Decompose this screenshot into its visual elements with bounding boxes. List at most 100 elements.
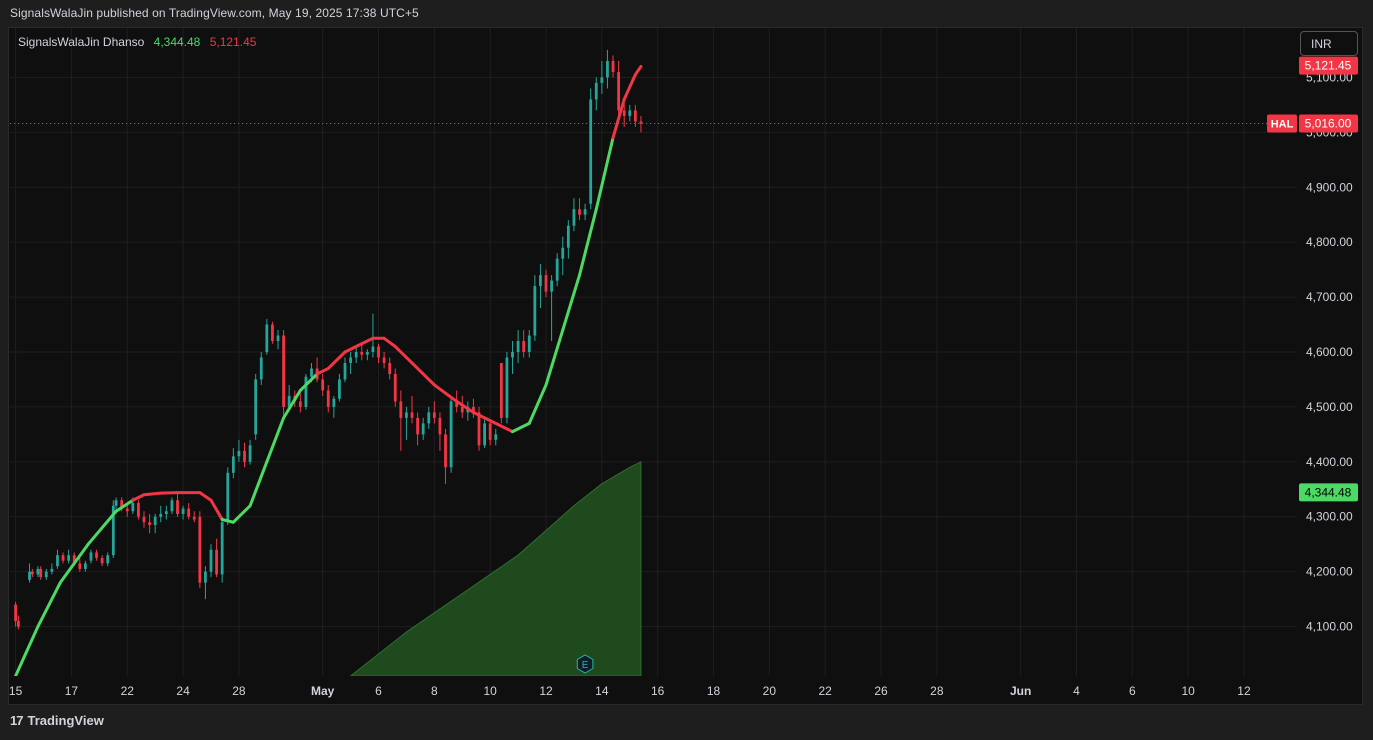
candle-body — [28, 571, 31, 580]
ma-line-segment — [36, 581, 62, 629]
ma-line-segment — [393, 345, 414, 365]
candle-body — [14, 604, 17, 622]
volume-area — [349, 461, 642, 676]
candle-body — [544, 275, 548, 292]
candle-body — [137, 503, 140, 517]
candle-body — [594, 82, 598, 100]
candle-body — [405, 412, 408, 418]
ma-line-segment — [298, 372, 319, 392]
ma-line-segment — [382, 336, 397, 349]
candle-body — [539, 275, 542, 287]
y-tick-label: 4,400.00 — [1306, 455, 1353, 469]
y-tick-label: 4,300.00 — [1306, 510, 1353, 524]
ma-line-segment — [527, 383, 548, 425]
candle-body — [30, 571, 34, 575]
ma-line-segment — [611, 97, 626, 140]
ma-line-segment — [220, 517, 235, 524]
candle-body — [259, 357, 263, 380]
x-tick-label: 18 — [707, 684, 721, 698]
lower-band-price-label-bg — [1299, 483, 1358, 502]
candle-body — [617, 71, 620, 111]
candle-body — [427, 412, 431, 424]
ma-line-segment — [471, 410, 498, 425]
ma-line-segment — [142, 491, 163, 497]
candle-body — [148, 522, 151, 525]
candle-body — [192, 516, 196, 520]
x-tick-label: 17 — [65, 684, 79, 698]
indicator-legend[interactable]: SignalsWalaJin Dhanso 4,344.48 5,121.45 — [18, 35, 256, 49]
lower-band-price-label: 4,344.48 — [1305, 485, 1352, 499]
candle-body — [67, 555, 71, 561]
ma-line-segment — [282, 388, 302, 420]
candle-body — [16, 621, 20, 627]
candle-body — [421, 423, 425, 435]
currency-selector[interactable]: INR — [1300, 31, 1358, 56]
candle-body — [360, 352, 364, 355]
ma-line-segment — [114, 498, 135, 513]
ma-line-segment — [360, 336, 375, 346]
x-tick-label: 26 — [874, 684, 888, 698]
candle-body — [527, 335, 531, 352]
candle-body — [265, 324, 269, 352]
x-tick-label: May — [311, 684, 335, 698]
x-tick-label: 10 — [484, 684, 498, 698]
ma-line-segment — [265, 416, 286, 464]
candle-body — [555, 258, 559, 281]
candle-body — [142, 516, 146, 523]
ma-line-segment — [343, 342, 364, 354]
symbol-badge: HAL — [1271, 119, 1294, 131]
x-tick-label: 14 — [595, 684, 609, 698]
candle-body — [600, 77, 604, 83]
candle-body — [310, 368, 313, 377]
candle-body — [460, 406, 464, 413]
ma-line-segment — [131, 493, 146, 502]
candle-body — [120, 500, 124, 509]
candle-body — [176, 500, 179, 514]
candle-body — [444, 434, 447, 468]
candle-body — [633, 110, 637, 122]
x-tick-label: 6 — [1129, 684, 1136, 698]
chart-frame[interactable] — [8, 27, 1363, 705]
candle-body — [511, 352, 514, 358]
candle-body — [187, 508, 191, 517]
ma-line-segment — [159, 491, 180, 495]
candle-body — [494, 434, 498, 440]
ma-line-segment — [622, 73, 637, 101]
candle-body — [198, 516, 202, 583]
x-tick-label: 28 — [930, 684, 944, 698]
candle-body — [354, 352, 358, 358]
symbol-badge-bg — [1267, 114, 1297, 133]
candle-body — [237, 450, 241, 457]
tradingview-footer[interactable]: 17 TradingView — [10, 713, 104, 728]
candle-body — [522, 341, 526, 352]
ma-line-segment — [248, 460, 269, 508]
candle-body — [271, 324, 274, 342]
candle-body — [583, 209, 587, 215]
y-tick-label: 4,800.00 — [1306, 235, 1353, 249]
x-tick-label: 10 — [1181, 684, 1195, 698]
ma-line-segment — [326, 350, 347, 370]
candle-body — [36, 568, 40, 575]
ma-line-segment — [58, 542, 90, 585]
candle-body — [282, 335, 285, 407]
upper-band-price-label: 5,121.45 — [1305, 59, 1352, 73]
y-tick-label: 4,500.00 — [1306, 400, 1353, 414]
y-tick-label: 4,900.00 — [1306, 180, 1353, 194]
candle-body — [131, 503, 135, 512]
earnings-marker-icon[interactable]: E — [576, 654, 594, 674]
candle-body — [449, 401, 453, 468]
candle-body — [578, 209, 581, 215]
candle-body — [100, 557, 104, 564]
candle-body — [254, 379, 258, 435]
candle-body — [209, 549, 213, 572]
candle-body — [349, 357, 352, 363]
candle-body — [204, 571, 207, 583]
x-tick-label: 12 — [539, 684, 553, 698]
candle-body — [248, 445, 252, 462]
candle-body — [114, 500, 118, 506]
x-tick-label: 15 — [9, 684, 23, 698]
candle-body — [343, 362, 347, 380]
x-tick-label: 28 — [232, 684, 246, 698]
upper-band-price-label-bg — [1299, 56, 1358, 75]
